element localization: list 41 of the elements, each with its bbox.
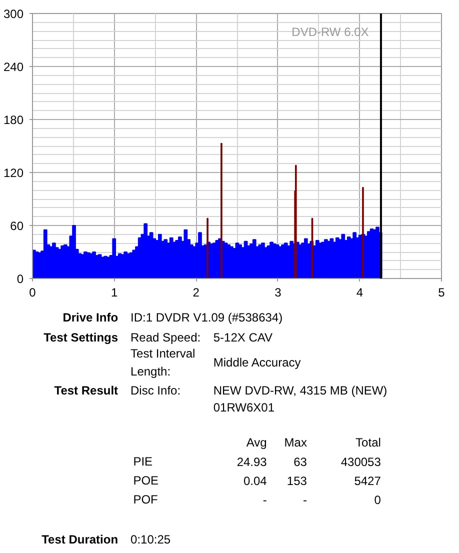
text: 63 — [294, 455, 308, 469]
annotation: DVD-RW 6.0X — [292, 25, 369, 40]
text: - — [302, 493, 307, 507]
y-tick-label: 0 — [16, 272, 24, 286]
text: 24.93 — [236, 455, 268, 469]
text: Test Interval Length: — [130, 346, 196, 379]
y-tick-label: 60 — [10, 219, 24, 233]
y-tick-label: 300 — [3, 7, 24, 21]
text: Drive Info — [62, 310, 118, 324]
text: - — [262, 493, 267, 507]
text: ID:1 DVDR V1.09 (#538634) — [130, 310, 283, 324]
text: 5427 — [354, 474, 382, 488]
text: 153 — [286, 474, 308, 488]
text: POE — [133, 474, 159, 488]
text: 01RW6X01 — [213, 400, 275, 414]
x-tick-label: 2 — [192, 286, 200, 300]
x-tick-label: 1 — [110, 286, 118, 300]
text: Total — [356, 436, 381, 450]
text: PIE — [133, 454, 153, 468]
text: 430053 — [340, 455, 382, 469]
x-tick-label: 3 — [274, 286, 282, 300]
text: Max — [284, 436, 307, 450]
text: POF — [133, 492, 158, 506]
text: 0:10:25 — [130, 532, 171, 546]
text: NEW DVD-RW, 4315 MB (NEW) — [213, 384, 388, 398]
y-tick-label: 120 — [3, 166, 24, 180]
text: Test Settings — [44, 330, 118, 344]
x-tick-label: 0 — [29, 286, 36, 300]
text: 0 — [374, 493, 382, 507]
text: 5-12X CAV — [213, 330, 273, 344]
y-tick-label: 180 — [3, 113, 24, 127]
text: Test Result — [54, 384, 118, 398]
text: 0.04 — [243, 474, 268, 488]
text: Read Speed: — [130, 330, 201, 344]
text: Middle Accuracy — [213, 356, 301, 370]
text: Avg — [246, 436, 267, 450]
x-tick-label: 5 — [438, 286, 446, 300]
y-tick-label: 240 — [3, 60, 24, 74]
text: Disc Info: — [130, 384, 181, 398]
text: Test Duration — [42, 532, 118, 546]
x-tick-label: 4 — [356, 286, 364, 300]
